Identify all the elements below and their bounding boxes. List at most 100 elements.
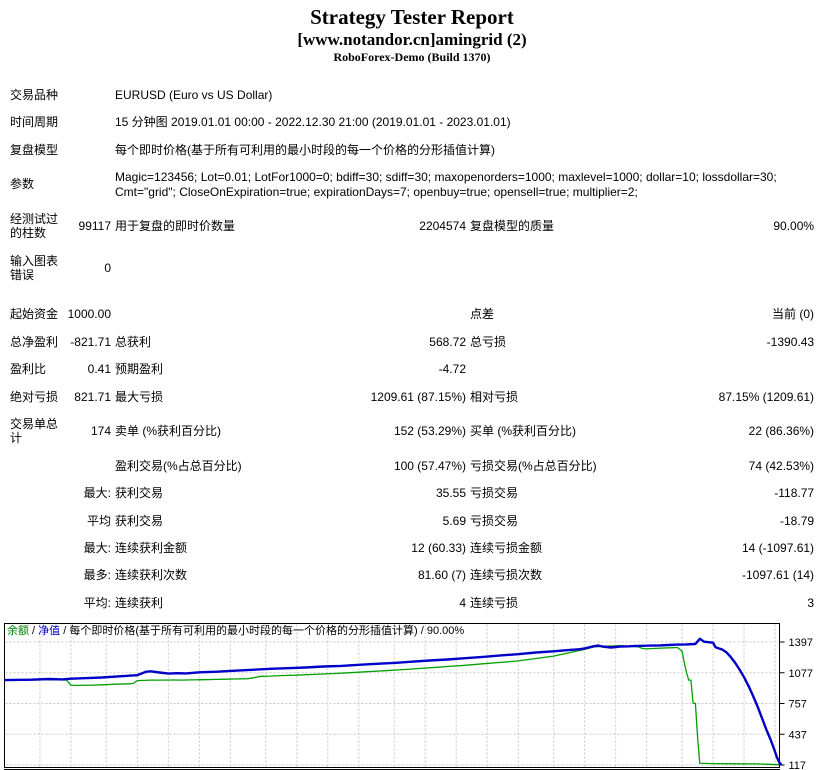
table-cell [113,301,343,328]
charts-section: 0815233037445159667380889510210911612413… [0,621,824,770]
table-cell: 连续亏损金额 [470,540,543,555]
report-title: Strategy Tester Report [310,5,514,29]
table-cell: -118.77 [774,486,815,501]
balance-line [4,637,783,766]
table-cell: 2204574 [419,219,466,234]
table-cell: 交易品种 [10,87,59,102]
table-cell: 连续获利次数 [115,568,188,583]
table-cell [343,248,468,290]
table-cell: 15 分钟图 2019.01.01 00:00 - 2022.12.30 21:… [115,115,511,130]
chart-legend: 余额 / 净值 / 每个即时价格(基于所有可利用的最小时段的每一个价格的分形插值… [7,623,464,637]
table-cell: 最多: [83,568,111,583]
table-cell [8,453,65,480]
table-row: 经测试过的柱数 99117 用于复盘的即时价数量 2204574 复盘模型的质量 90.0… [8,206,816,248]
table-cell: 连续获利 [115,595,164,610]
y-axis-tick-label: 1077 [789,668,813,680]
y-axis-tick-label: 117 [789,760,807,770]
table-cell [8,535,65,562]
table-row: 平均: 连续获利 4 连续亏损 3 [8,590,816,617]
table-cell: 568.72 [429,334,466,349]
table-cell: 当前 (0) [772,307,815,322]
table-cell [65,137,113,164]
table-cell: 复盘模型 [10,142,59,157]
table-cell: 174 [90,424,111,439]
table-cell [633,248,816,290]
table-cell: 0.41 [87,362,111,377]
table-cell: 最大: [83,540,111,555]
table-row: 盈利交易(%占总百分比) 100 (57.47%) 亏损交易(%占总百分比) 74 (… [8,453,816,480]
table-cell: -1390.43 [766,334,815,349]
table-cell [8,590,65,617]
table-row: 最多: 连续获利次数 81.60 (7) 连续亏损次数 -1097.61 (14) [8,562,816,589]
table-cell: 90.00% [773,219,815,234]
table-cell: 相对亏损 [470,389,519,404]
table-row: 参数 Magic=123456; Lot=0.01; LotFor1000=0; … [8,164,816,206]
report-table: 交易品种 EURUSD (Euro vs US Dollar) 时间周期 15 分钟图… [8,82,816,617]
table-cell: 1209.61 (87.15%) [370,389,466,404]
table-cell: 每个即时价格(基于所有可利用的最小时段的每一个价格的分形插值计算) [115,142,495,157]
table-cell [8,480,65,507]
table-cell [65,453,113,480]
equity-line [4,645,780,766]
table-cell: 获利交易 [115,513,164,528]
table-cell: 最大: [83,486,111,501]
table-cell: 22 (86.36%) [748,424,815,439]
y-axis-tick-label: 757 [789,699,807,711]
table-cell: 盈利比 [10,362,47,377]
table-cell: 总亏损 [470,334,507,349]
table-cell: 平均 [86,513,111,528]
table-row: 交易品种 EURUSD (Euro vs US Dollar) [8,82,816,109]
table-cell: 74 (42.53%) [748,458,815,473]
table-cell: 平均: [83,595,111,610]
table-cell: 总获利 [115,334,152,349]
table-cell: 绝对亏损 [10,389,59,404]
server-build: RoboForex-Demo (Build 1370) [333,50,491,65]
expert-name: [www.notandor.cn]amingrid (2) [297,30,527,50]
table-cell: 3 [807,595,815,610]
table-cell: 14 (-1097.61) [742,540,815,555]
table-cell: 经测试过的柱数 [10,211,59,241]
table-cell: 盈利交易(%占总百分比) [115,458,242,473]
table-cell: 用于复盘的即时价数量 [115,219,236,234]
table-cell: 152 (53.29%) [393,424,466,439]
table-cell [65,164,113,206]
table-cell: 起始资金 [10,307,59,322]
table-cell: 复盘模型的质量 [470,219,555,234]
table-cell: 821.71 [74,389,111,404]
table-row: 复盘模型 每个即时价格(基于所有可利用的最小时段的每一个价格的分形插值计算) [8,137,816,164]
table-cell [633,356,816,383]
table-cell: 参数 [10,177,35,192]
table-cell: 点差 [470,307,495,322]
table-cell: 亏损交易(%占总百分比) [470,458,597,473]
table-row: 平均 获利交易 5.69 亏损交易 -18.79 [8,508,816,535]
table-cell: 连续获利金额 [115,540,188,555]
table-cell: 亏损交易 [470,513,519,528]
table-cell: 4 [459,595,466,610]
table-cell [65,109,113,136]
balance-and-lots-chart: 0815233037445159667380889510210911612413… [4,623,813,770]
table-cell: 12 (60.33) [411,540,466,555]
table-cell: 连续亏损 [470,595,519,610]
table-cell: Magic=123456; Lot=0.01; LotFor1000=0; bd… [115,170,777,199]
table-cell: 连续亏损次数 [470,568,543,583]
table-row: 输入图表错误 0 [8,248,816,290]
table-cell [8,508,65,535]
table-row: 绝对亏损 821.71 最大亏损 1209.61 (87.15%) 相对亏损 87.15%… [8,384,816,411]
y-axis-tick-label: 437 [789,729,807,741]
table-cell: 0 [104,260,111,275]
report-header: Strategy Tester Report [www.notandor.cn]… [0,0,824,66]
table-cell [65,82,113,109]
table-cell: 99117 [78,219,111,234]
table-row: 起始资金 1000.00 点差 当前 (0) [8,301,816,328]
table-row: 总净盈利 -821.71 总获利 568.72 总亏损 -1390.43 [8,329,816,356]
table-cell: 交易单总计 [10,417,59,446]
table-cell: 87.15% (1209.61) [718,389,815,404]
table-cell: 5.69 [442,513,466,528]
table-cell: 时间周期 [10,115,59,130]
table-cell: 总净盈利 [10,334,59,349]
table-cell: 预期盈利 [115,362,164,377]
table-cell: 卖单 (%获利百分比) [115,424,221,439]
table-row: 盈利比 0.41 预期盈利 -4.72 [8,356,816,383]
table-cell: -18.79 [780,513,815,528]
